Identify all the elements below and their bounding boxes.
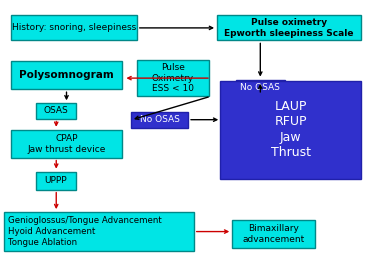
FancyBboxPatch shape — [131, 112, 188, 128]
FancyBboxPatch shape — [137, 60, 209, 96]
Text: Polysomnogram: Polysomnogram — [19, 70, 114, 80]
Text: No OSAS: No OSAS — [241, 83, 280, 92]
Text: CPAP
Jaw thrust device: CPAP Jaw thrust device — [27, 134, 106, 153]
Text: LAUP
RFUP
Jaw
Thrust: LAUP RFUP Jaw Thrust — [271, 100, 311, 160]
Text: Pulse
Oximetry
ESS < 10: Pulse Oximetry ESS < 10 — [152, 63, 194, 93]
Text: Genioglossus/Tongue Advancement
Hyoid Advancement
Tongue Ablation: Genioglossus/Tongue Advancement Hyoid Ad… — [8, 216, 161, 247]
Text: Pulse oximetry
Epworth sleepiness Scale: Pulse oximetry Epworth sleepiness Scale — [224, 18, 353, 38]
FancyBboxPatch shape — [236, 80, 285, 95]
FancyBboxPatch shape — [11, 15, 137, 40]
FancyBboxPatch shape — [220, 81, 361, 179]
Text: Bimaxillary
advancement: Bimaxillary advancement — [242, 225, 305, 244]
FancyBboxPatch shape — [11, 61, 122, 89]
Text: History: snoring, sleepiness: History: snoring, sleepiness — [12, 23, 136, 32]
FancyBboxPatch shape — [36, 172, 76, 190]
FancyBboxPatch shape — [217, 15, 361, 40]
FancyBboxPatch shape — [4, 212, 194, 251]
Text: UPPP: UPPP — [45, 176, 67, 185]
FancyBboxPatch shape — [36, 103, 76, 119]
Text: No OSAS: No OSAS — [140, 115, 179, 124]
Text: OSAS: OSAS — [44, 106, 68, 116]
FancyBboxPatch shape — [11, 130, 122, 158]
FancyBboxPatch shape — [232, 220, 315, 248]
